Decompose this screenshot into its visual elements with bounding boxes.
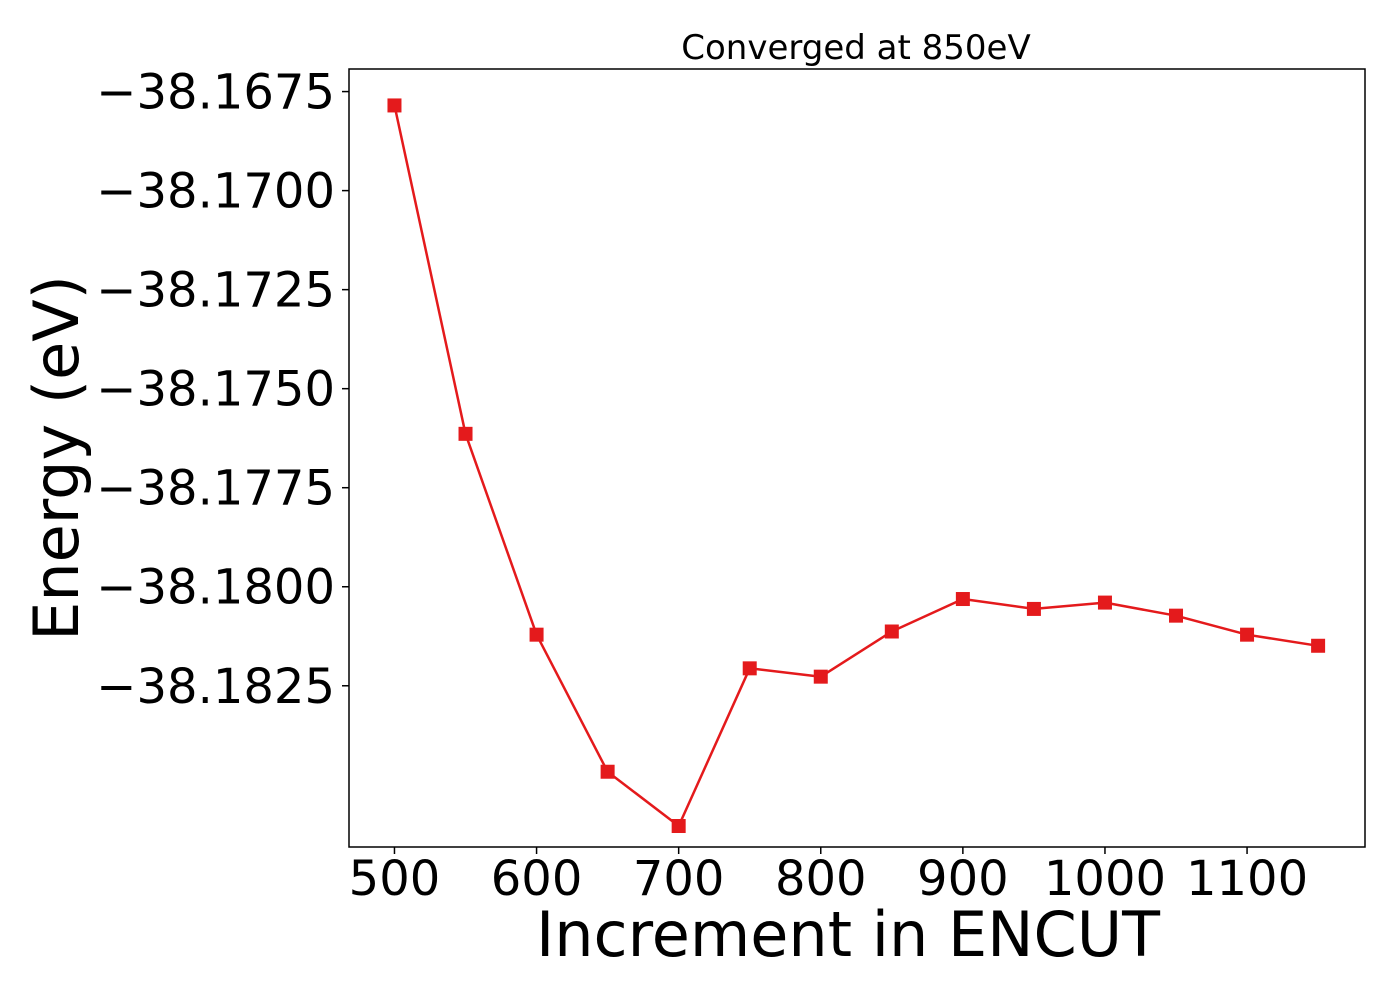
x-tick-label: 600 bbox=[491, 851, 583, 907]
y-tick-label: −38.1825 bbox=[96, 659, 335, 715]
y-tick-label: −38.1775 bbox=[96, 461, 335, 517]
data-point-marker bbox=[955, 592, 970, 607]
data-point-marker bbox=[387, 98, 402, 113]
plot-area bbox=[348, 68, 1366, 848]
x-axis-label: Increment in ENCUT bbox=[536, 898, 1161, 971]
y-tick-label: −38.1750 bbox=[96, 362, 335, 418]
data-point-marker bbox=[1240, 627, 1255, 642]
data-point-marker bbox=[1169, 608, 1184, 623]
data-point-marker bbox=[1026, 601, 1041, 616]
data-point-marker bbox=[884, 624, 899, 639]
y-tick-label: −38.1800 bbox=[96, 560, 335, 616]
x-tick-label: 1100 bbox=[1186, 851, 1308, 907]
data-point-marker bbox=[458, 426, 473, 441]
series-line bbox=[393, 105, 1319, 828]
x-tick-label: 700 bbox=[633, 851, 725, 907]
x-axis-ticks: 500 600 700 800 900 1000 1100 bbox=[349, 847, 1308, 907]
x-tick-label: 900 bbox=[917, 851, 1009, 907]
data-point-marker bbox=[813, 669, 828, 684]
data-point-marker bbox=[671, 819, 686, 834]
data-point-marker bbox=[1097, 595, 1112, 610]
data-point-marker bbox=[529, 627, 544, 642]
y-tick-label: −38.1700 bbox=[96, 164, 335, 220]
series-layer bbox=[387, 98, 1326, 834]
data-point-marker bbox=[600, 764, 615, 779]
y-tick-label: −38.1675 bbox=[96, 65, 335, 121]
y-tick-label: −38.1725 bbox=[96, 263, 335, 319]
chart-title: Converged at 850eV bbox=[681, 28, 1030, 68]
data-point-marker bbox=[742, 661, 757, 676]
data-point-marker bbox=[1311, 638, 1326, 653]
x-tick-label: 800 bbox=[775, 851, 867, 907]
x-tick-label: 1000 bbox=[1044, 851, 1166, 907]
y-axis-label: Energy (eV) bbox=[20, 275, 93, 641]
x-tick-label: 500 bbox=[349, 851, 441, 907]
y-axis-ticks: −38.1825 −38.1800 −38.1775 −38.1750 −38.1725… bbox=[96, 65, 349, 715]
